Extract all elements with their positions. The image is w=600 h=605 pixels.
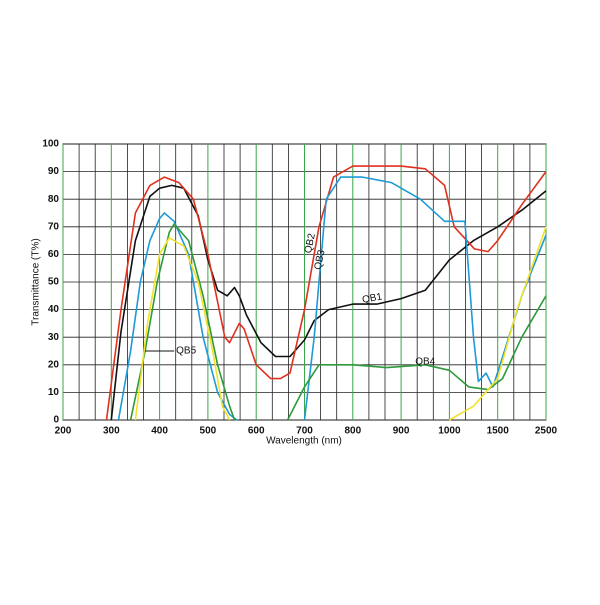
y-tick-label: 80	[48, 194, 60, 205]
x-axis-label: Wavelength (nm)	[266, 436, 342, 447]
y-tick-label: 60	[48, 249, 60, 260]
x-tick-label: 900	[393, 426, 410, 437]
y-tick-label: 10	[48, 387, 60, 398]
y-tick-label: 30	[48, 332, 60, 343]
y-tick-label: 0	[53, 415, 59, 426]
x-tick-label: 400	[151, 426, 168, 437]
series-line	[105, 165, 547, 421]
series-line	[110, 184, 547, 421]
y-tick-label: 40	[48, 304, 60, 315]
x-tick-label: 2500	[535, 426, 558, 437]
y-tick-label: 20	[48, 359, 60, 370]
series-label: QB5	[176, 346, 196, 357]
series-line	[129, 223, 547, 421]
series-line	[117, 176, 547, 421]
series-label: QB3	[313, 249, 328, 271]
series-label: QB1	[361, 291, 383, 305]
y-tick-label: 90	[48, 166, 60, 177]
x-tick-label: 1500	[487, 426, 510, 437]
series-label: QB4	[415, 357, 435, 368]
series-line	[134, 226, 547, 421]
x-tick-label: 300	[103, 426, 120, 437]
x-tick-label: 200	[55, 426, 72, 437]
x-tick-label: 500	[200, 426, 217, 437]
y-tick-label: 70	[48, 221, 60, 232]
x-tick-label: 700	[296, 426, 313, 437]
y-axis-label: Transmittance (T%)	[31, 238, 42, 325]
y-tick-label: 50	[48, 277, 60, 288]
y-tick-label: 100	[42, 139, 59, 150]
series-label: QB2	[303, 232, 318, 254]
x-tick-label: 800	[344, 426, 361, 437]
x-tick-label: 1000	[438, 426, 461, 437]
x-tick-label: 600	[248, 426, 265, 437]
